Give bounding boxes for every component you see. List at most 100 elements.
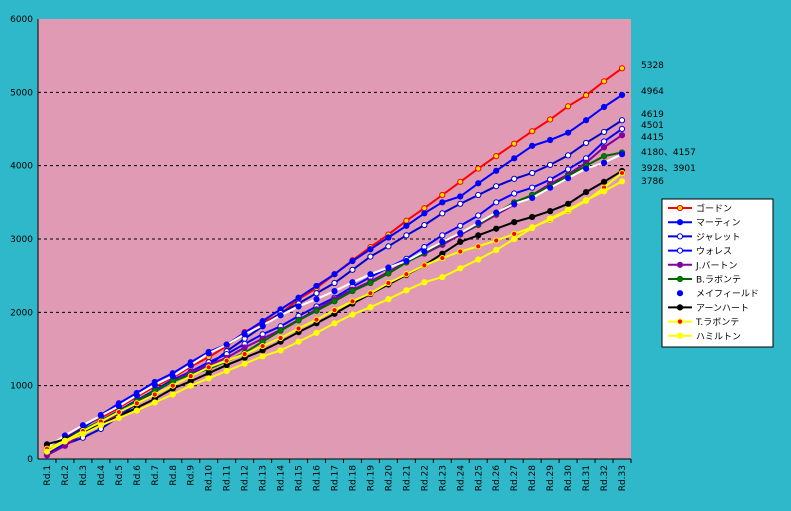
data-point xyxy=(259,322,266,329)
data-point xyxy=(600,178,608,185)
data-point xyxy=(223,367,230,375)
data-point xyxy=(241,331,248,338)
data-point xyxy=(565,129,572,136)
y-tick-label: 1000 xyxy=(10,382,33,392)
x-tick-label: Rd.25 xyxy=(474,465,484,491)
data-point xyxy=(439,191,446,199)
x-tick-label: Rd.29 xyxy=(546,465,556,492)
data-point xyxy=(349,257,356,265)
data-point xyxy=(367,271,374,278)
data-point xyxy=(223,357,230,364)
data-point xyxy=(511,200,518,207)
series-8 xyxy=(43,169,626,452)
data-point xyxy=(582,188,590,196)
data-point xyxy=(475,232,482,239)
data-point xyxy=(565,206,572,213)
data-point xyxy=(169,391,176,398)
data-point xyxy=(618,65,626,72)
data-point xyxy=(529,184,536,191)
data-point xyxy=(169,373,176,380)
data-point xyxy=(151,391,158,398)
legend-label: ジャレット xyxy=(696,233,741,243)
legend-swatch-marker xyxy=(676,219,684,226)
legend-item: マーティン xyxy=(668,218,740,229)
data-point xyxy=(385,279,392,287)
legend-swatch-marker xyxy=(676,332,684,339)
data-point xyxy=(529,213,536,221)
x-tick-labels: Rd.1 Rd.2 Rd.3 Rd.4 Rd.5 Rd.6 Rd.7 Rd.8 Rd.9 Rd.1… xyxy=(43,459,632,492)
x-tick-label: Rd.5 xyxy=(115,465,125,486)
legend-swatch-marker xyxy=(676,304,684,311)
data-point xyxy=(205,375,212,382)
data-point xyxy=(493,153,500,160)
x-tick-label: Rd.12 xyxy=(241,465,251,491)
legend-swatch-marker xyxy=(676,290,684,297)
data-point xyxy=(439,210,446,217)
data-point xyxy=(493,225,500,232)
data-point xyxy=(403,217,410,224)
data-point xyxy=(565,152,572,159)
data-point xyxy=(493,237,500,244)
data-point xyxy=(151,399,158,406)
data-point xyxy=(205,350,212,357)
x-tick-label: Rd.2 xyxy=(61,465,71,486)
data-point xyxy=(529,169,536,177)
data-point xyxy=(457,248,464,255)
end-value-label: 3928、3901 xyxy=(641,164,696,174)
data-point xyxy=(529,194,536,202)
y-tick-label: 5000 xyxy=(10,88,33,98)
data-point xyxy=(565,200,572,207)
data-point xyxy=(439,238,446,246)
data-point xyxy=(205,370,212,377)
legend-swatch-marker xyxy=(676,275,684,283)
data-point xyxy=(582,92,590,99)
data-point xyxy=(133,407,140,414)
data-point xyxy=(331,298,338,305)
x-tick-label: Rd.23 xyxy=(438,465,448,491)
x-tick-label: Rd.10 xyxy=(205,465,215,492)
legend-item: ウォレス xyxy=(668,246,732,257)
data-point xyxy=(565,103,572,110)
data-point xyxy=(187,382,194,389)
x-tick-label: Rd.32 xyxy=(600,465,610,491)
legend-label: ウォレス xyxy=(696,246,732,257)
data-point xyxy=(475,219,482,226)
data-point xyxy=(295,303,302,310)
data-point xyxy=(403,222,410,229)
data-point xyxy=(367,279,374,287)
data-point xyxy=(313,329,320,336)
x-tick-label: Rd.19 xyxy=(366,465,376,492)
x-tick-label: Rd.7 xyxy=(151,465,161,486)
data-point xyxy=(223,341,230,348)
x-tick-label: Rd.18 xyxy=(348,465,358,492)
data-point xyxy=(97,412,104,419)
legend-item: メイフィールド xyxy=(668,290,759,300)
data-point xyxy=(529,224,536,232)
end-value-label: 4501 xyxy=(641,121,664,131)
data-point xyxy=(547,215,554,222)
data-point xyxy=(493,183,500,190)
legend-label: T.ラボンテ xyxy=(695,317,739,328)
data-point xyxy=(582,197,590,204)
data-point xyxy=(475,212,482,219)
data-point xyxy=(600,103,608,111)
data-point xyxy=(403,271,410,278)
data-point xyxy=(151,381,158,389)
series-lines xyxy=(43,65,626,459)
data-point xyxy=(457,222,464,229)
x-tick-label: Rd.6 xyxy=(133,465,143,486)
data-point xyxy=(600,153,608,160)
data-point xyxy=(457,265,464,272)
data-point xyxy=(582,117,590,124)
data-point xyxy=(457,178,464,185)
data-point xyxy=(421,221,428,229)
data-point xyxy=(79,422,87,429)
data-point xyxy=(618,178,626,185)
legend-label: マーティン xyxy=(696,218,740,229)
data-point xyxy=(133,400,140,407)
data-point xyxy=(115,414,122,422)
data-point xyxy=(403,257,410,265)
y-tick-labels: 0 1000 2000 3000 4000 5000 6000 xyxy=(10,15,33,465)
